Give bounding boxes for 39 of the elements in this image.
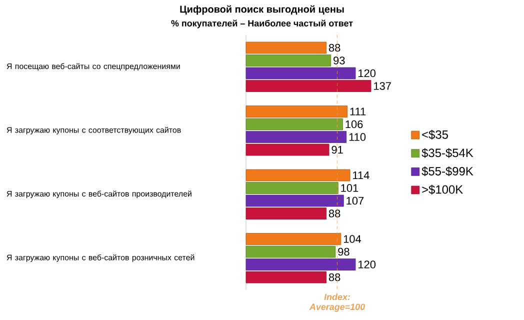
bar: [246, 194, 344, 207]
bar: [246, 42, 326, 54]
data-label: 111: [350, 108, 366, 116]
data-label: 88: [328, 273, 340, 282]
legend-label: $55-$99K: [422, 166, 474, 176]
bar: [246, 258, 356, 270]
bar: [246, 233, 342, 245]
data-label: 104: [344, 235, 362, 243]
chart-title: Цифровой поиск выгодной цены: [180, 5, 344, 15]
data-label: 120: [358, 260, 376, 268]
ref-line-label: Index: Average=100: [309, 294, 365, 312]
bar: [246, 208, 326, 220]
bar: [246, 246, 336, 258]
data-label: 120: [358, 69, 376, 78]
bar: [246, 182, 338, 194]
data-label: 107: [346, 196, 364, 205]
legend-label: >$100K: [422, 184, 463, 194]
data-label: 101: [341, 184, 358, 192]
data-label: 137: [374, 82, 391, 90]
data-label: 91: [332, 146, 343, 154]
bar: [246, 169, 350, 182]
bar: [246, 67, 356, 80]
data-label: 98: [338, 248, 350, 256]
data-label: 88: [328, 210, 340, 218]
data-label: 110: [349, 133, 366, 141]
data-label: 93: [334, 56, 345, 64]
bar: [246, 106, 348, 118]
data-label: 106: [346, 120, 363, 128]
data-label: 88: [328, 44, 340, 52]
bar: [246, 54, 332, 66]
legend-label: $35-$54K: [422, 148, 474, 158]
bar: [246, 144, 330, 156]
bar: [246, 118, 343, 130]
bar: [246, 80, 372, 92]
bar: [246, 271, 326, 284]
chart-subtitle: % покупателей – Наиболее частый ответ: [171, 20, 353, 28]
legend-label: <$35: [422, 130, 448, 140]
bar: [246, 131, 347, 143]
data-label: 114: [353, 171, 370, 180]
